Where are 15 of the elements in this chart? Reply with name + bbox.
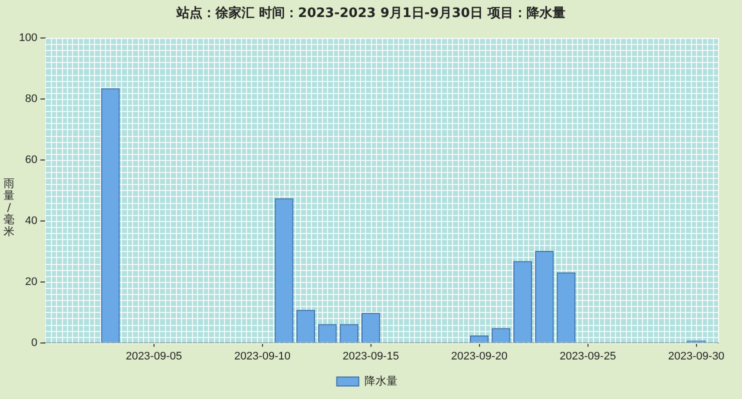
- x-tick-label: 2023-09-05: [126, 350, 182, 362]
- x-tick-label: 2023-09-20: [451, 350, 508, 362]
- x-tick-label: 2023-09-30: [668, 350, 724, 362]
- y-tick-label: 40: [25, 214, 38, 227]
- y-tick-label: 80: [25, 92, 38, 105]
- y-tick-label: 20: [25, 276, 38, 288]
- x-tick-label: 2023-09-25: [560, 350, 616, 362]
- y-tick-label: 100: [18, 32, 38, 44]
- legend-label: 降水量: [364, 374, 398, 388]
- x-tick-label: 2023-09-10: [234, 350, 290, 362]
- x-tick-label: 2023-09-15: [342, 350, 399, 362]
- y-axis-title: 雨量/毫米: [3, 177, 15, 238]
- chart-title: 站点：徐家汇 时间：2023-2023 9月1日-9月30日 项目：降水量: [175, 4, 566, 22]
- y-tick-label: 0: [31, 336, 38, 349]
- y-tick-label: 60: [25, 154, 38, 166]
